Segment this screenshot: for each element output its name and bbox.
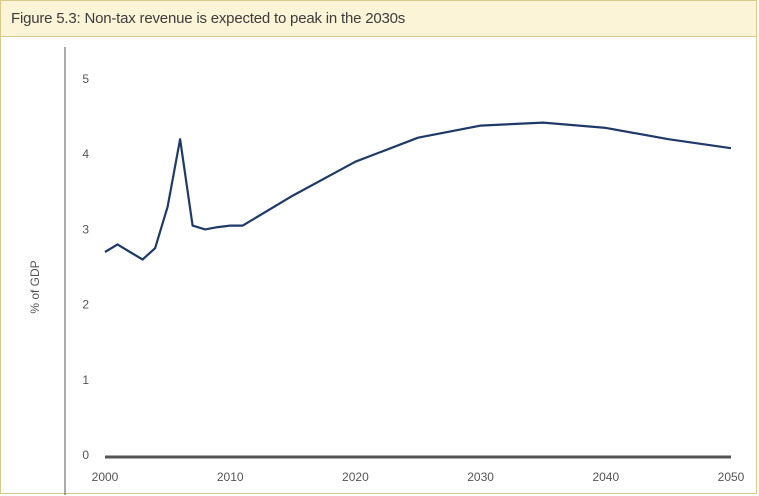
x-tick-label: 2040: [592, 470, 619, 484]
data-point: [354, 161, 356, 163]
data-point: [417, 137, 419, 139]
data-point: [104, 251, 106, 253]
data-point: [142, 258, 144, 260]
x-tick-label: 2050: [718, 470, 745, 484]
data-point: [730, 147, 732, 149]
data-point: [292, 195, 294, 197]
data-point: [667, 138, 669, 140]
data-point: [217, 226, 219, 228]
data-point: [167, 206, 169, 208]
data-point: [229, 225, 231, 227]
data-point: [179, 138, 181, 140]
figure-header: Figure 5.3: Non-tax revenue is expected …: [1, 1, 756, 37]
figure-title: Figure 5.3: Non-tax revenue is expected …: [11, 10, 406, 27]
data-point: [154, 247, 156, 249]
y-tick-label: 2: [82, 298, 89, 312]
x-tick-label: 2010: [217, 470, 244, 484]
x-tick-label: 2030: [467, 470, 494, 484]
x-tick-label: 2000: [92, 470, 119, 484]
data-point: [192, 225, 194, 227]
data-point: [242, 225, 244, 227]
x-tick-label: 2020: [342, 470, 369, 484]
series-line: [104, 121, 732, 261]
data-point: [117, 243, 119, 245]
line-chart: % of GDP 0 1 2 3 4 5 2000 2010 2020 2030 2040 2050: [28, 47, 745, 495]
data-point: [605, 127, 607, 129]
data-point: [129, 251, 131, 253]
y-tick-label: 0: [82, 448, 89, 462]
data-point: [480, 125, 482, 127]
y-tick-label: 3: [82, 222, 89, 236]
y-tick-label: 5: [82, 72, 89, 86]
data-point: [204, 228, 206, 230]
data-point: [542, 122, 544, 124]
y-tick-label: 1: [82, 373, 89, 387]
y-tick-label: 4: [82, 147, 89, 161]
y-axis-title: % of GDP: [28, 260, 42, 313]
